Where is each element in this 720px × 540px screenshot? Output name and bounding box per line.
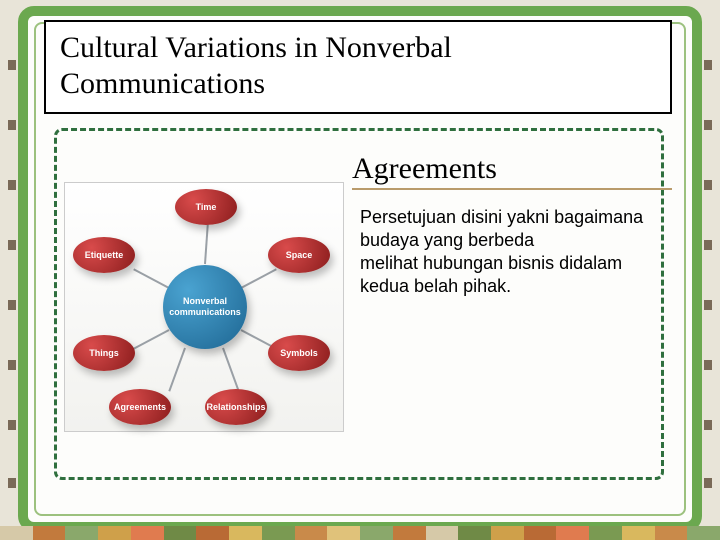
section-subtitle: Agreements — [352, 152, 672, 190]
stripe — [426, 526, 459, 540]
stripe — [327, 526, 360, 540]
binding-hole — [704, 300, 712, 310]
diagram-edge — [222, 348, 240, 392]
stripe — [458, 526, 491, 540]
diagram-edge — [168, 348, 186, 392]
stripe — [196, 526, 229, 540]
stripe — [556, 526, 589, 540]
slide-title: Cultural Variations in Nonverbal Communi… — [60, 30, 656, 102]
binding-hole — [704, 420, 712, 430]
stripe — [229, 526, 262, 540]
stripe — [589, 526, 622, 540]
binding-hole — [704, 240, 712, 250]
body-text: Persetujuan disini yakni bagaimana buday… — [360, 206, 660, 298]
stripe — [98, 526, 131, 540]
stripe — [262, 526, 295, 540]
stripe — [295, 526, 328, 540]
binding-hole — [8, 120, 16, 130]
stripe — [33, 526, 66, 540]
stripe — [687, 526, 720, 540]
diagram-edge — [241, 268, 277, 289]
binding-hole — [8, 180, 16, 190]
concept-diagram: Nonverbal communications Time Space Symbol… — [64, 182, 344, 432]
binding-hole — [8, 478, 16, 488]
binding-hole — [704, 360, 712, 370]
diagram-node: Agreements — [109, 389, 171, 425]
binding-hole — [8, 240, 16, 250]
binding-hole — [704, 180, 712, 190]
binding-hole — [704, 478, 712, 488]
diagram-edge — [133, 268, 169, 289]
diagram-node: Relationships — [205, 389, 267, 425]
stripe — [655, 526, 688, 540]
diagram-edge — [133, 329, 169, 350]
stripe — [131, 526, 164, 540]
diagram-node: Time — [175, 189, 237, 225]
diagram-node: Symbols — [268, 335, 330, 371]
stripe — [65, 526, 98, 540]
binding-hole — [8, 300, 16, 310]
stripe — [622, 526, 655, 540]
diagram-center-node: Nonverbal communications — [163, 265, 247, 349]
stripe — [491, 526, 524, 540]
binding-hole — [704, 60, 712, 70]
diagram-edge — [204, 224, 209, 264]
stripe — [360, 526, 393, 540]
title-box: Cultural Variations in Nonverbal Communi… — [44, 20, 672, 114]
diagram-center-label: Nonverbal communications — [163, 296, 247, 318]
footer-stripes — [0, 526, 720, 540]
binding-hole — [8, 360, 16, 370]
stripe — [0, 526, 33, 540]
binding-hole — [8, 60, 16, 70]
stripe — [164, 526, 197, 540]
stripe — [393, 526, 426, 540]
binding-hole — [8, 420, 16, 430]
diagram-node: Space — [268, 237, 330, 273]
diagram-node: Etiquette — [73, 237, 135, 273]
stripe — [524, 526, 557, 540]
binding-hole — [704, 120, 712, 130]
diagram-node: Things — [73, 335, 135, 371]
